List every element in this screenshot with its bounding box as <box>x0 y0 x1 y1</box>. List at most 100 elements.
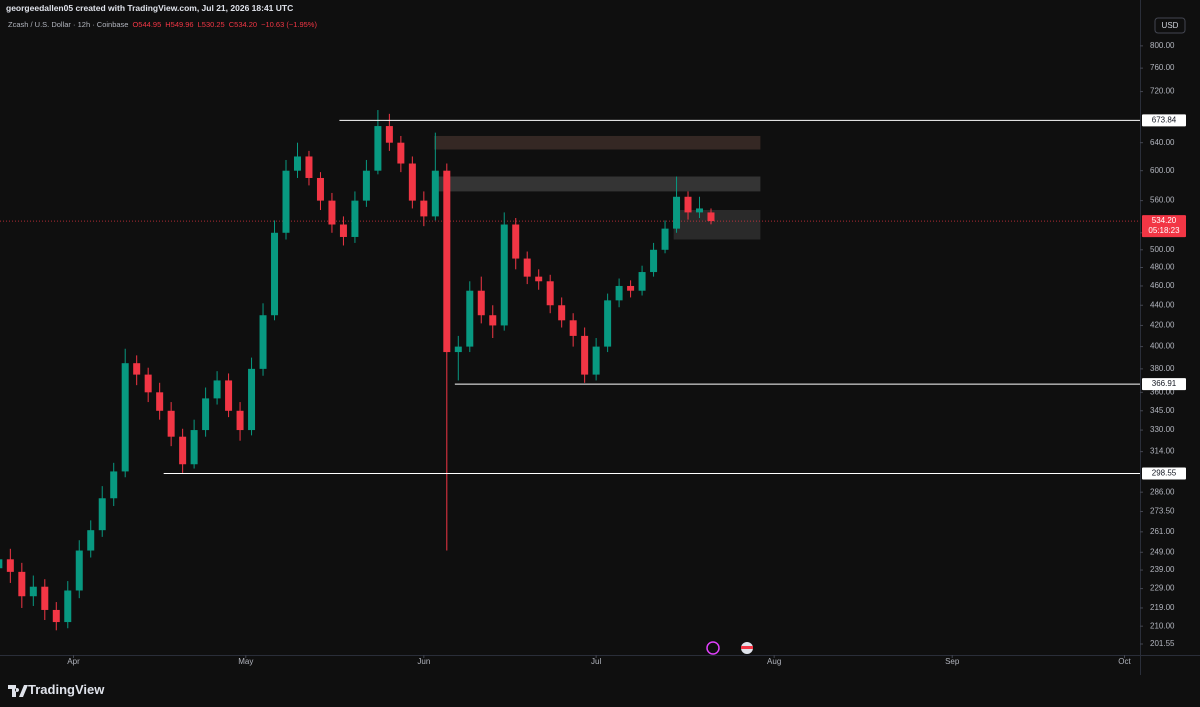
level-label-box <box>1142 114 1186 127</box>
candle-body <box>156 392 164 411</box>
change-label: −10.63 (−1.95%) <box>261 20 317 29</box>
last-price-box <box>1142 215 1186 238</box>
y-tick-label: 600.00 <box>1150 166 1175 175</box>
last-price-label: 534.20 <box>1152 216 1177 225</box>
y-tick-label: 273.50 <box>1150 507 1175 516</box>
y-tick-label: 210.00 <box>1150 621 1175 630</box>
y-tick-label: 560.00 <box>1150 196 1175 205</box>
candle-body <box>650 249 658 273</box>
candle-body <box>362 170 370 201</box>
candle-body <box>500 224 508 326</box>
x-tick-label: Apr <box>67 657 80 666</box>
y-tick-label: 500.00 <box>1150 245 1175 254</box>
candle-body <box>397 142 405 164</box>
y-tick-label: 800.00 <box>1150 41 1175 50</box>
candle-body <box>213 380 221 399</box>
countdown-label: 05:18:23 <box>1148 226 1180 235</box>
candle-body <box>523 258 531 277</box>
candle-body <box>385 126 393 143</box>
candle-body <box>18 571 26 597</box>
candle-body <box>684 196 692 213</box>
chart: USD 800.00 760.00 720.00 640.00 600.00 560.00… <box>0 0 1200 675</box>
candle-body <box>604 300 612 347</box>
candle-body <box>569 320 577 336</box>
candle-body <box>431 170 439 217</box>
y-tick-label: 420.00 <box>1150 321 1175 330</box>
candle-body <box>98 498 106 531</box>
candle-body <box>707 212 715 222</box>
candle-body <box>696 208 704 213</box>
candle-body <box>110 471 118 499</box>
candle-body <box>305 156 313 178</box>
x-tick-label: Jul <box>591 657 601 666</box>
candle-body <box>87 530 95 551</box>
y-tick-label: 640.00 <box>1150 138 1175 147</box>
candle-body <box>443 170 451 353</box>
candle-body <box>190 430 198 465</box>
y-tick-label: 286.00 <box>1150 487 1175 496</box>
credit: georgeedallen05 created with TradingView… <box>6 3 294 13</box>
level-label-box <box>1142 467 1186 480</box>
level-label: 366.91 <box>1152 379 1177 388</box>
candle-body <box>512 224 520 259</box>
ohlc-label: O544.95 <box>132 20 162 29</box>
y-tick-label: 440.00 <box>1150 300 1175 309</box>
legend: Zcash / U.S. Dollar · 12h · Coinbase O54… <box>8 20 317 29</box>
x-tick-label: Oct <box>1118 657 1131 666</box>
candle-body <box>627 285 635 291</box>
candle-body <box>615 285 623 301</box>
candle-body <box>339 224 347 237</box>
candle-body <box>546 281 554 306</box>
ohlc-label: L530.25 <box>197 20 225 29</box>
y-tick-label: 249.00 <box>1150 547 1175 556</box>
y-tick-label: 314.00 <box>1150 447 1175 456</box>
candle-body <box>6 559 14 572</box>
candle-body <box>477 290 485 316</box>
y-tick-label: 229.00 <box>1150 584 1175 593</box>
background <box>0 0 1200 675</box>
level-label: 673.84 <box>1152 115 1177 124</box>
ohlc-label: H549.96 <box>165 20 194 29</box>
event-icon-stripe <box>741 646 753 649</box>
candle-body <box>420 200 428 217</box>
candle-body <box>29 586 37 597</box>
zone <box>437 176 761 192</box>
plot-area: 800.00760.00720.00640.00600.00560.00520.… <box>0 41 1186 666</box>
candle-body <box>558 305 566 321</box>
candle-body <box>64 590 72 623</box>
candle-body <box>293 156 301 171</box>
candle-body <box>581 335 589 375</box>
brand: TradingView <box>28 682 105 697</box>
candle-body <box>179 436 187 465</box>
candle-body <box>328 200 336 225</box>
candle-body <box>133 363 141 375</box>
candle-body <box>592 346 600 375</box>
x-tick-label: May <box>238 657 253 666</box>
candle-body <box>351 200 359 237</box>
footer: TradingView <box>0 675 1200 707</box>
ohlc-label: C534.20 <box>228 20 258 29</box>
y-tick-label: 360.00 <box>1150 387 1175 396</box>
y-tick-label: 261.00 <box>1150 527 1175 536</box>
candle-body <box>282 170 290 233</box>
candle-body <box>489 315 497 326</box>
y-tick-label: 201.55 <box>1150 639 1175 648</box>
candle-body <box>638 272 646 291</box>
candle-body <box>673 196 681 229</box>
candle-body <box>271 232 279 316</box>
candle-body <box>225 380 233 411</box>
x-tick-label: Aug <box>767 657 781 666</box>
y-tick-label: 239.00 <box>1150 565 1175 574</box>
candle-body <box>202 398 210 431</box>
candle-body <box>374 126 382 171</box>
candle-body <box>167 410 175 437</box>
currency-box[interactable] <box>1154 17 1186 34</box>
candle-body <box>661 228 669 250</box>
event-icon[interactable] <box>706 641 720 655</box>
x-tick-label: Sep <box>945 657 960 666</box>
candle-body <box>52 609 60 623</box>
candle-body <box>535 276 543 282</box>
candle-body <box>236 410 244 431</box>
candle-body <box>0 559 3 569</box>
